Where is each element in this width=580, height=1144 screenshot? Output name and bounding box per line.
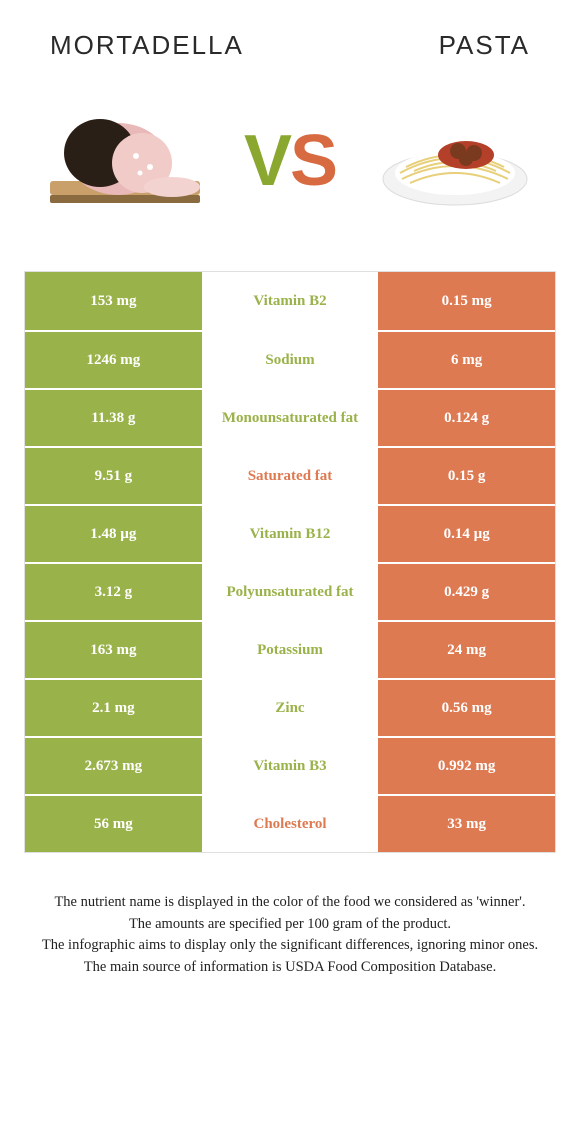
- value-right: 0.124 g: [378, 390, 555, 446]
- value-right: 33 mg: [378, 796, 555, 852]
- table-row: 56 mgCholesterol33 mg: [25, 794, 555, 852]
- footer-line: The main source of information is USDA F…: [28, 958, 552, 978]
- value-left: 1.48 µg: [25, 506, 202, 562]
- value-left: 56 mg: [25, 796, 202, 852]
- footer-line: The nutrient name is displayed in the co…: [28, 893, 552, 913]
- value-left: 153 mg: [25, 272, 202, 330]
- table-row: 1.48 µgVitamin B120.14 µg: [25, 504, 555, 562]
- nutrient-label: Vitamin B2: [202, 272, 379, 330]
- vs-v: V: [244, 121, 290, 201]
- table-row: 1246 mgSodium6 mg: [25, 330, 555, 388]
- footer-notes: The nutrient name is displayed in the co…: [28, 893, 552, 977]
- value-right: 24 mg: [378, 622, 555, 678]
- value-right: 0.992 mg: [378, 738, 555, 794]
- nutrient-label: Saturated fat: [202, 448, 379, 504]
- value-left: 1246 mg: [25, 332, 202, 388]
- nutrient-label: Vitamin B12: [202, 506, 379, 562]
- table-row: 9.51 gSaturated fat0.15 g: [25, 446, 555, 504]
- footer-line: The infographic aims to display only the…: [28, 936, 552, 956]
- footer-line: The amounts are specified per 100 gram o…: [28, 915, 552, 935]
- nutrient-label: Cholesterol: [202, 796, 379, 852]
- table-row: 163 mgPotassium24 mg: [25, 620, 555, 678]
- table-row: 3.12 gPolyunsaturated fat0.429 g: [25, 562, 555, 620]
- vs-s: S: [290, 121, 336, 201]
- value-right: 0.15 g: [378, 448, 555, 504]
- nutrient-label: Potassium: [202, 622, 379, 678]
- header-titles: Mortadella Pasta: [0, 0, 580, 71]
- table-row: 2.1 mgZinc0.56 mg: [25, 678, 555, 736]
- value-left: 9.51 g: [25, 448, 202, 504]
- value-right: 6 mg: [378, 332, 555, 388]
- value-right: 0.14 µg: [378, 506, 555, 562]
- vs-label: VS: [244, 120, 336, 202]
- nutrient-label: Zinc: [202, 680, 379, 736]
- value-left: 2.1 mg: [25, 680, 202, 736]
- value-right: 0.429 g: [378, 564, 555, 620]
- title-left: Mortadella: [50, 30, 244, 61]
- mortadella-image: [40, 101, 210, 221]
- hero-row: VS: [0, 71, 580, 271]
- nutrient-label: Vitamin B3: [202, 738, 379, 794]
- value-left: 163 mg: [25, 622, 202, 678]
- value-right: 0.15 mg: [378, 272, 555, 330]
- table-row: 11.38 gMonounsaturated fat0.124 g: [25, 388, 555, 446]
- value-left: 11.38 g: [25, 390, 202, 446]
- nutrient-label: Polyunsaturated fat: [202, 564, 379, 620]
- title-right: Pasta: [439, 30, 530, 61]
- value-left: 2.673 mg: [25, 738, 202, 794]
- nutrient-label: Sodium: [202, 332, 379, 388]
- nutrient-table: 153 mgVitamin B20.15 mg1246 mgSodium6 mg…: [24, 271, 556, 853]
- table-row: 153 mgVitamin B20.15 mg: [25, 272, 555, 330]
- pasta-image: [370, 101, 540, 221]
- table-row: 2.673 mgVitamin B30.992 mg: [25, 736, 555, 794]
- value-right: 0.56 mg: [378, 680, 555, 736]
- value-left: 3.12 g: [25, 564, 202, 620]
- nutrient-label: Monounsaturated fat: [202, 390, 379, 446]
